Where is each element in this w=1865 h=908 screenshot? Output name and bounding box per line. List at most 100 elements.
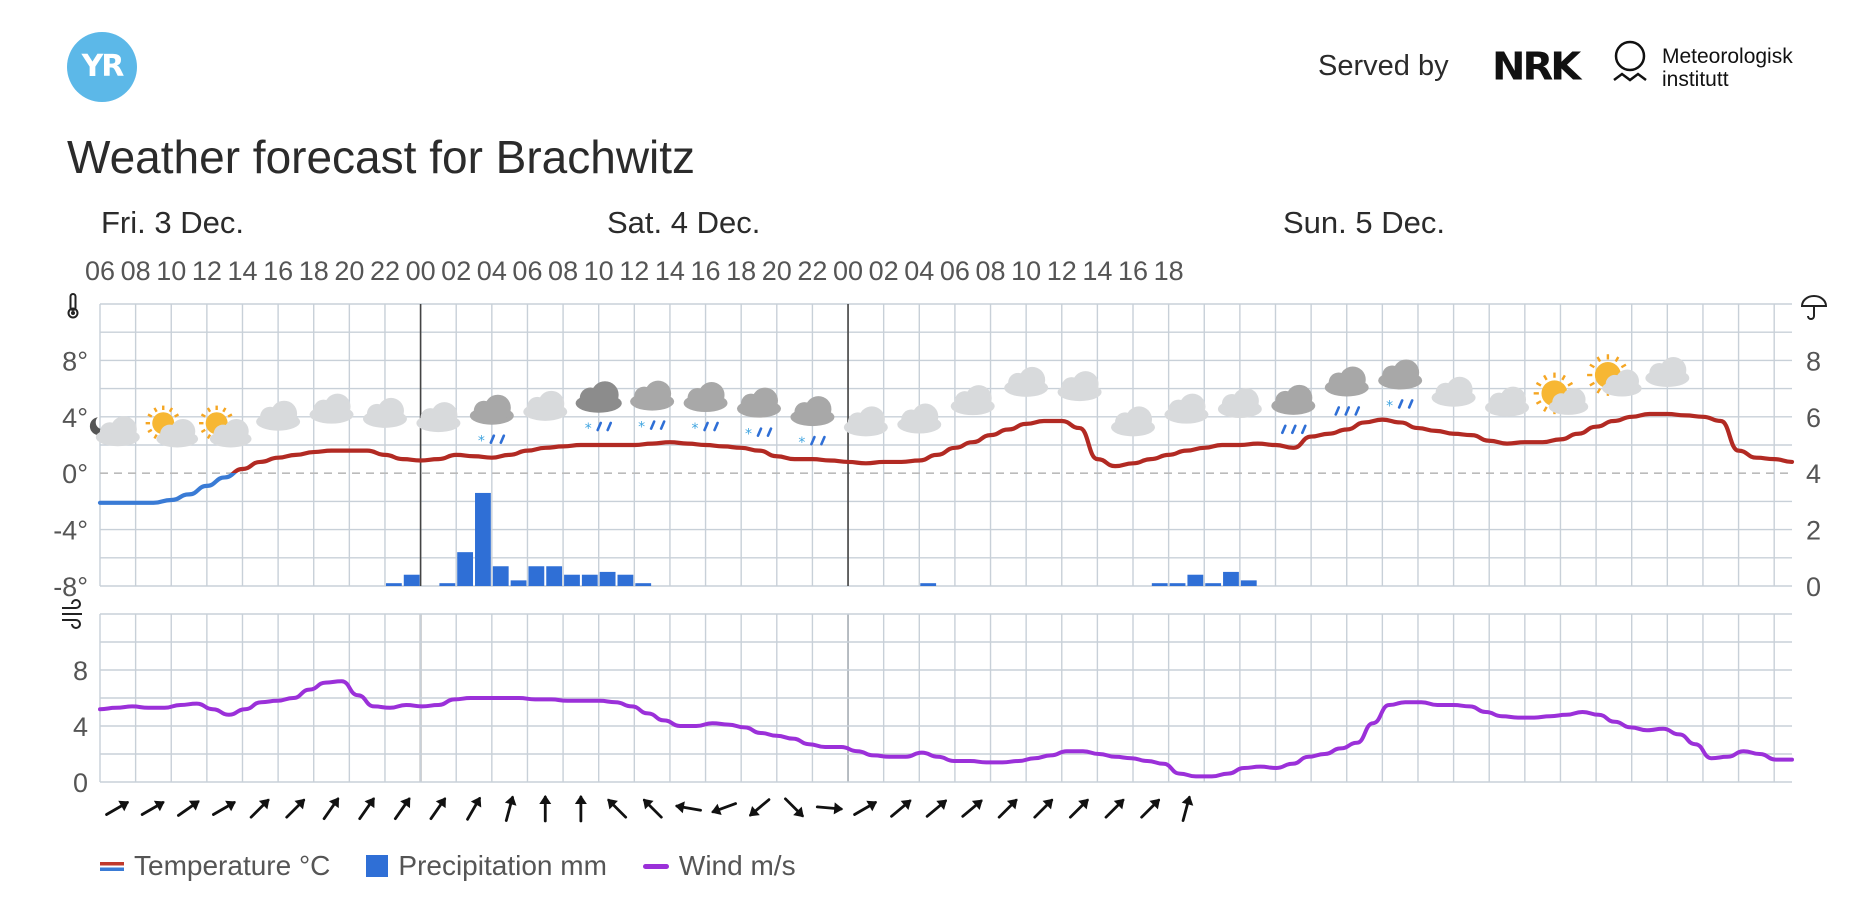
cloudy-icon bbox=[1111, 406, 1156, 437]
wind-direction-arrow-icon bbox=[1140, 798, 1161, 819]
precipitation-axis-tick-label: 4 bbox=[1806, 459, 1821, 489]
hour-tick-label: 12 bbox=[619, 256, 649, 286]
hour-tick-label: 20 bbox=[334, 256, 364, 286]
hour-tick-label: 10 bbox=[156, 256, 186, 286]
hour-tick-label: 22 bbox=[797, 256, 827, 286]
precipitation-axis-tick-label: 8 bbox=[1806, 346, 1821, 376]
umbrella-icon bbox=[1800, 295, 1828, 320]
sleet-icon: * bbox=[790, 396, 835, 451]
wind-direction-arrow-icon bbox=[1104, 798, 1125, 819]
hour-tick-label: 10 bbox=[1011, 256, 1041, 286]
hour-tick-label: 00 bbox=[406, 256, 436, 286]
precipitation-bar bbox=[564, 574, 580, 586]
met-name-line2: institutt bbox=[1662, 68, 1729, 91]
partly-cloudy-icon bbox=[145, 405, 199, 448]
wind-direction-arrow-icon bbox=[539, 795, 552, 823]
precipitation-bar bbox=[1169, 583, 1186, 586]
wind-direction-arrow-icon bbox=[890, 799, 912, 818]
precipitation-bar bbox=[528, 566, 545, 586]
wind-axis-tick-label: 0 bbox=[73, 768, 88, 798]
wind-direction-arrow-icon bbox=[749, 798, 771, 817]
sleet-icon: * bbox=[736, 387, 781, 443]
header: YR Served by NRK Meteorologisk institutt bbox=[0, 0, 1865, 120]
served-by-text: Served by bbox=[1318, 50, 1449, 82]
legend-precipitation-label: Precipitation mm bbox=[398, 850, 607, 881]
wind-axis-tick-label: 4 bbox=[73, 712, 88, 742]
precipitation-bar bbox=[617, 574, 634, 586]
wind-direction-arrow-icon bbox=[212, 800, 236, 816]
cloudy-icon bbox=[843, 406, 888, 437]
cloudy-icon bbox=[416, 402, 461, 433]
hour-tick-label: 04 bbox=[904, 256, 934, 286]
precipitation-bar bbox=[385, 583, 402, 586]
wind-direction-arrow-icon bbox=[322, 797, 340, 821]
wind-swatch bbox=[642, 863, 669, 869]
wind-direction-arrow-icon bbox=[1068, 798, 1089, 819]
met-institute-name[interactable]: Meteorologisk institutt bbox=[1662, 45, 1793, 91]
hour-tick-label: 12 bbox=[192, 256, 222, 286]
day-label: Sat. 4 Dec. bbox=[607, 205, 760, 240]
svg-text:*: * bbox=[478, 434, 485, 450]
hour-tick-label: 14 bbox=[227, 256, 257, 286]
hour-tick-label: 16 bbox=[263, 256, 293, 286]
precipitation-bar bbox=[492, 566, 509, 586]
hour-tick-label: 18 bbox=[1154, 256, 1184, 286]
hour-tick-label: 08 bbox=[548, 256, 578, 286]
wind-axis-tick-label: 8 bbox=[73, 656, 88, 686]
precipitation-axis-tick-label: 6 bbox=[1806, 403, 1821, 433]
precipitation-bar bbox=[1187, 574, 1204, 586]
sleet-showers-icon: * bbox=[469, 394, 514, 450]
wind-direction-arrow-icon bbox=[249, 798, 270, 819]
cloudy-icon bbox=[1004, 366, 1049, 397]
temperature-axis-tick-label: 0° bbox=[62, 459, 88, 489]
legend-precipitation[interactable]: Precipitation mm bbox=[366, 850, 607, 882]
wind-direction-arrow-icon bbox=[815, 802, 844, 815]
svg-text:*: * bbox=[1386, 398, 1393, 414]
thermometer-icon bbox=[67, 293, 79, 319]
wind-direction-arrow-icon bbox=[997, 798, 1018, 819]
hour-tick-label: 04 bbox=[477, 256, 507, 286]
hour-tick-label: 08 bbox=[121, 256, 151, 286]
precipitation-bar bbox=[581, 574, 598, 586]
day-label: Fri. 3 Dec. bbox=[101, 205, 244, 240]
temperature-axis-tick-label: 8° bbox=[62, 346, 88, 376]
precipitation-bar bbox=[1205, 583, 1222, 586]
hour-tick-label: 10 bbox=[584, 256, 614, 286]
hour-tick-label: 06 bbox=[85, 256, 115, 286]
nrk-logo[interactable]: NRK bbox=[1492, 45, 1581, 89]
wind-direction-arrow-icon bbox=[177, 800, 200, 817]
cloudy-icon bbox=[1164, 393, 1209, 424]
wind-direction-arrow-icon bbox=[711, 802, 737, 816]
wind-direction-arrow-icon bbox=[429, 797, 447, 821]
hour-tick-label: 06 bbox=[940, 256, 970, 286]
svg-text:*: * bbox=[585, 421, 592, 437]
hour-tick-label: 20 bbox=[762, 256, 792, 286]
precipitation-bar bbox=[546, 566, 563, 586]
cloudy-icon bbox=[950, 385, 995, 416]
sleet-heavy-icon: * bbox=[575, 381, 622, 437]
hour-tick-label: 16 bbox=[691, 256, 721, 286]
page-title: Weather forecast for Brachwitz bbox=[67, 131, 696, 183]
cloudy-icon bbox=[1057, 371, 1102, 402]
legend-temperature[interactable]: Temperature °C bbox=[100, 850, 330, 882]
day-label: Sun. 5 Dec. bbox=[1283, 205, 1445, 240]
cloudy-icon bbox=[1431, 376, 1476, 407]
hour-tick-label: 16 bbox=[1118, 256, 1148, 286]
temperature-axis-tick-label: 4° bbox=[62, 403, 88, 433]
hour-tick-label: 12 bbox=[1047, 256, 1077, 286]
hour-tick-label: 18 bbox=[299, 256, 329, 286]
hour-tick-label: 22 bbox=[370, 256, 400, 286]
cloudy-icon bbox=[1645, 356, 1690, 387]
sleet-icon: * bbox=[683, 382, 728, 437]
met-name-line1: Meteorologisk bbox=[1662, 45, 1793, 68]
svg-text:*: * bbox=[745, 427, 752, 443]
wind-direction-arrow-icon bbox=[140, 800, 165, 816]
yr-logo[interactable]: YR bbox=[67, 32, 137, 102]
cloudy-icon bbox=[1485, 386, 1530, 417]
precipitation-bar bbox=[510, 580, 527, 586]
met-institute-logo-icon bbox=[1613, 40, 1647, 82]
legend-wind[interactable]: Wind m/s bbox=[642, 850, 796, 882]
wind-direction-arrow-icon bbox=[925, 799, 948, 818]
wind-direction-arrow-icon bbox=[1181, 795, 1194, 822]
wind-direction-arrow-icon bbox=[784, 797, 804, 818]
